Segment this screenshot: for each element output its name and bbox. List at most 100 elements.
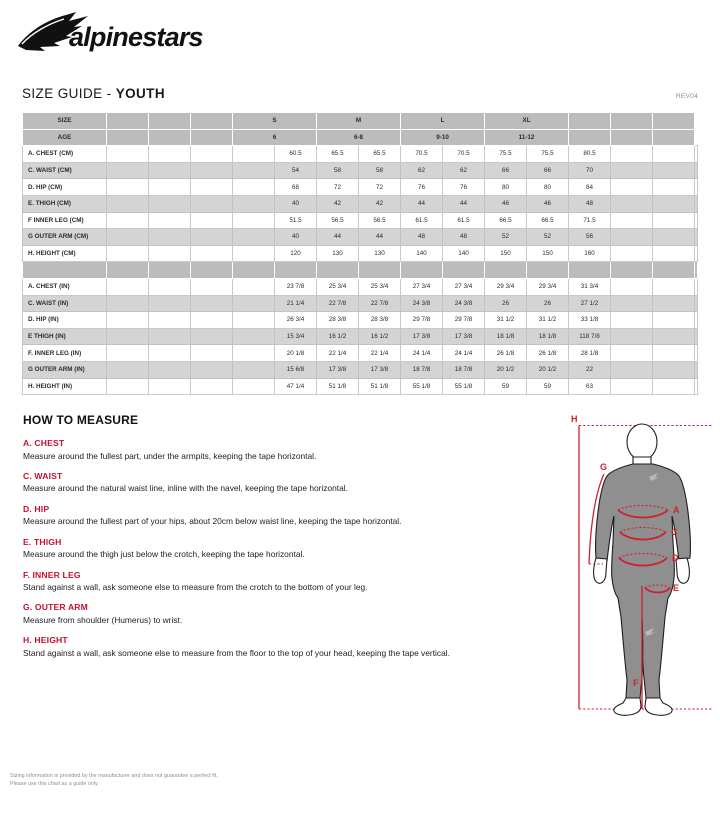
row-blank-cell <box>694 311 698 329</box>
table-row: A. CHEST (CM) 60.5 65.5 65.5 70.5 70.5 75.5 75.… <box>22 145 698 163</box>
row-blank-cell <box>610 178 654 196</box>
row-value-cell: 48 <box>442 228 486 246</box>
row-value-cell: 61.5 <box>442 211 486 230</box>
row-value-cell: 25 3/4 <box>358 277 402 296</box>
measure-item-text: Stand against a wall, ask someone else t… <box>23 582 368 592</box>
row-value-cell: 61.5 <box>400 211 444 230</box>
row-value-cell: 56.5 <box>358 211 402 230</box>
row-blank-cell <box>232 178 275 196</box>
row-value-cell: 44 <box>358 228 402 246</box>
footer-disclaimer: Sizing information is provided by the ma… <box>10 772 510 789</box>
header-blank-cell <box>190 128 233 147</box>
row-blank-cell <box>232 360 275 379</box>
row-blank-cell <box>148 344 191 362</box>
divider-cell <box>568 261 612 279</box>
row-blank-cell <box>148 377 191 396</box>
row-value-cell: 51 1/8 <box>358 377 402 396</box>
table-row: H. HEIGHT (CM) 120 130 130 140 140 150 150 160 <box>22 244 698 263</box>
row-value-cell: 29 7/8 <box>400 311 444 329</box>
row-blank-cell <box>610 311 654 329</box>
measure-item-text: Measure around the fullest part, under t… <box>23 450 317 461</box>
size-table: SIZE S M L XL AGE 6 6-8 9-10 11-12 A. CHEST (CM) 60… <box>22 112 698 396</box>
header-size-S[interactable]: S <box>231 112 318 130</box>
row-value-cell: 15 6/8 <box>273 360 318 379</box>
measure-item-key: D. HIP <box>23 503 50 514</box>
measure-item-text: Measure around the fullest part of your … <box>23 516 402 527</box>
row-blank-cell <box>694 244 698 263</box>
row-value-cell: 23 7/8 <box>273 277 318 296</box>
alpinestars-logo: alpinestars <box>14 10 214 56</box>
row-value-cell: 56.5 <box>316 211 360 230</box>
row-blank-cell <box>106 194 149 213</box>
header-size-M[interactable]: M <box>316 112 402 130</box>
row-value-cell: 51.5 <box>273 211 318 230</box>
row-label-metric-6: H. HEIGHT (CM) <box>22 244 107 263</box>
row-value-cell: 29 3/4 <box>526 277 570 296</box>
row-blank-cell <box>148 194 191 213</box>
header-size-L[interactable]: L <box>400 112 486 130</box>
row-value-cell: 31 1/2 <box>484 311 528 329</box>
row-value-cell: 84 <box>568 178 612 196</box>
row-blank-cell <box>106 294 149 313</box>
row-value-cell: 130 <box>358 244 402 263</box>
row-value-cell: 70.5 <box>442 145 486 163</box>
header-blank-cell <box>148 128 191 147</box>
row-value-cell: 140 <box>442 244 486 263</box>
measure-item: A. CHEST Measure around the fullest part,… <box>23 438 553 461</box>
row-value-cell: 26 <box>526 294 570 313</box>
row-blank-cell <box>694 344 698 362</box>
row-value-cell: 63 <box>568 377 612 396</box>
row-label-imperial-6: H. HEIGHT (IN) <box>22 377 107 396</box>
row-value-cell: 22 7/8 <box>358 294 402 313</box>
row-value-cell: 29 7/8 <box>442 311 486 329</box>
row-blank-cell <box>610 294 654 313</box>
measure-item-text: Measure around the natural waist line, i… <box>23 483 348 494</box>
row-value-cell: 54 <box>273 161 318 180</box>
divider-cell <box>358 261 402 279</box>
row-value-cell: 27 3/4 <box>400 277 444 296</box>
header-size-XL[interactable]: XL <box>484 112 570 130</box>
row-value-cell: 46 <box>526 194 570 213</box>
row-value-cell: 46 <box>484 194 528 213</box>
row-value-cell: 20 1/2 <box>526 360 570 379</box>
table-row: G OUTER ARM (CM) 40 44 44 48 48 52 52 56 <box>22 228 698 246</box>
row-value-cell: 18 1/8 <box>484 327 528 346</box>
measure-item-key: E. THIGH <box>23 536 62 547</box>
row-value-cell: 75.5 <box>484 145 528 163</box>
row-value-cell: 65.5 <box>316 145 360 163</box>
row-blank-cell <box>190 211 233 230</box>
row-blank-cell <box>148 145 191 163</box>
svg-text:alpinestars: alpinestars <box>69 22 204 52</box>
row-blank-cell <box>232 377 275 396</box>
row-value-cell: 17 3/8 <box>442 327 486 346</box>
row-value-cell: 72 <box>316 178 360 196</box>
row-blank-cell <box>190 228 233 246</box>
row-blank-cell <box>694 377 698 396</box>
measure-item: F. INNER LEG Stand against a wall, ask so… <box>23 570 553 593</box>
row-value-cell: 21 1/4 <box>273 294 318 313</box>
row-value-cell: 28 3/8 <box>358 311 402 329</box>
row-blank-cell <box>610 327 654 346</box>
row-value-cell: 25 3/4 <box>316 277 360 296</box>
row-value-cell: 22 1/4 <box>316 344 360 362</box>
row-blank-cell <box>190 360 233 379</box>
row-value-cell: 26 1/8 <box>484 344 528 362</box>
diagram-label-height: H <box>571 414 578 424</box>
row-value-cell: 28 1/8 <box>568 344 612 362</box>
divider-cell <box>148 261 191 279</box>
divider-cell <box>442 261 486 279</box>
measure-item-text: Stand against a wall, ask someone else t… <box>23 647 450 658</box>
row-blank-cell <box>106 211 149 230</box>
row-value-cell: 33 1/8 <box>568 311 612 329</box>
row-value-cell: 120 <box>273 244 318 263</box>
row-blank-cell <box>232 194 275 213</box>
size-table-body: SIZE S M L XL AGE 6 6-8 9-10 11-12 A. CHEST (CM) 60… <box>22 112 698 396</box>
row-blank-cell <box>106 244 149 263</box>
row-blank-cell <box>232 344 275 362</box>
row-blank-cell <box>232 311 275 329</box>
row-value-cell: 31 3/4 <box>568 277 612 296</box>
row-value-cell: 42 <box>316 194 360 213</box>
row-blank-cell <box>106 277 149 296</box>
row-value-cell: 18 7/8 <box>442 360 486 379</box>
row-label-imperial-5: G OUTER ARM (IN) <box>22 360 107 379</box>
